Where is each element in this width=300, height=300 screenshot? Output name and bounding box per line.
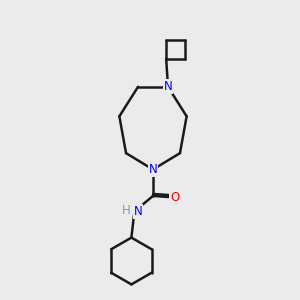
Text: H: H <box>122 203 130 217</box>
Text: N: N <box>134 205 142 218</box>
Text: O: O <box>170 191 179 204</box>
Text: N: N <box>164 80 172 93</box>
Text: N: N <box>148 163 158 176</box>
